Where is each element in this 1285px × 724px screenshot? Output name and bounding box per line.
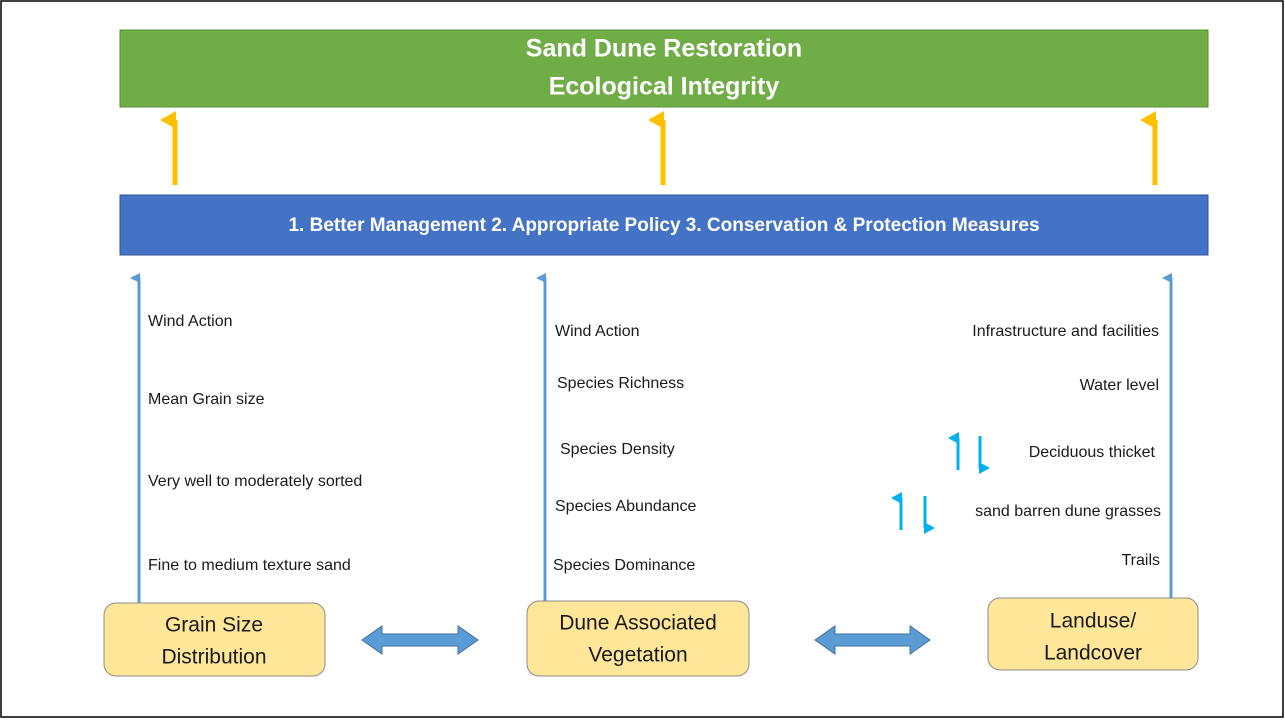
factor: Wind Action [148, 313, 232, 330]
double-arrow [361, 625, 479, 655]
factor: sand barren dune grasses [975, 503, 1161, 520]
factor: Species Density [560, 441, 675, 458]
driver-label: Grain Size [165, 614, 263, 637]
factor: Fine to medium texture sand [148, 557, 351, 574]
factor: Deciduous thicket [1029, 444, 1156, 461]
driver-label: Landcover [1044, 642, 1142, 665]
driver-label: Vegetation [588, 644, 687, 667]
driver-box [103, 602, 326, 677]
driver-box [526, 600, 750, 677]
goal-line: Sand Dune Restoration [526, 35, 802, 63]
driver-label: Dune Associated [559, 612, 717, 635]
driver-label: Distribution [161, 646, 266, 669]
factor: Species Dominance [553, 557, 695, 574]
goal-box [119, 29, 1209, 108]
factor: Very well to moderately sorted [148, 473, 362, 490]
measures-text: 1. Better Management 2. Appropriate Poli… [288, 215, 1039, 236]
driver-box [987, 597, 1199, 671]
factor: Species Abundance [555, 498, 697, 515]
factor: Water level [1080, 377, 1159, 394]
factor: Infrastructure and facilities [972, 323, 1159, 340]
factor: Species Richness [557, 375, 684, 392]
double-arrow [814, 625, 931, 655]
goal-line: Ecological Integrity [549, 73, 780, 101]
factor: Wind Action [555, 323, 639, 340]
factor: Mean Grain size [148, 391, 265, 408]
measures-box [119, 194, 1209, 256]
factor: Trails [1121, 552, 1160, 569]
driver-label: Landuse/ [1050, 610, 1137, 633]
